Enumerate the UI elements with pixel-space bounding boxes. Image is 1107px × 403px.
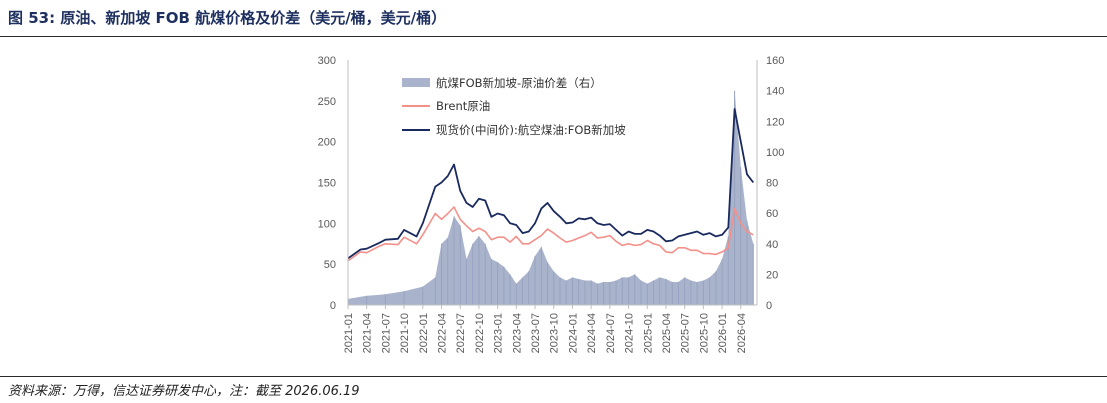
x-tick-label: 2023-01 — [493, 313, 505, 353]
x-tick-label: 2026-04 — [736, 313, 748, 353]
left-tick-label: 150 — [318, 178, 336, 190]
x-tick-label: 2025-01 — [642, 313, 654, 353]
chart: 0 50 100 150 200 250 300 0 20 40 60 80 100 120 140 160 2… — [318, 55, 785, 353]
x-tick-label: 2021-07 — [380, 313, 392, 353]
left-tick-label: 50 — [324, 259, 336, 271]
page-title: 图 53: 原油、新加坡 FOB 航煤价格及价差（美元/桶，美元/桶） — [8, 9, 447, 27]
x-tick-label: 2022-07 — [455, 313, 467, 353]
right-tick-label: 120 — [766, 116, 784, 128]
legend: 航煤FOB新加坡-原油价差（右） Brent原油现货价(中间价):航空煤油:FOB… — [402, 76, 626, 137]
right-tick-label: 40 — [766, 239, 778, 251]
top-divider — [0, 36, 1107, 37]
line-series — [347, 108, 755, 262]
jet-fuel-line — [347, 108, 755, 260]
legend-label: 航煤FOB新加坡-原油价差（右） — [436, 76, 602, 90]
right-tick-label: 0 — [766, 300, 772, 312]
x-tick-label: 2021-01 — [343, 313, 355, 353]
spread-area-series — [347, 90, 754, 305]
x-tick-label: 2022-04 — [437, 313, 449, 353]
bottom-divider — [0, 376, 1107, 377]
x-tick-label: 2025-04 — [661, 313, 673, 353]
x-tick-label: 2024-04 — [586, 313, 598, 353]
x-tick-label: 2025-07 — [680, 313, 692, 353]
legend-swatch-spread — [402, 78, 430, 87]
right-tick-label: 60 — [766, 208, 778, 220]
x-tick-label: 2023-04 — [511, 313, 523, 353]
x-tick-label: 2021-10 — [399, 313, 411, 353]
legend-label: Brent原油 — [436, 99, 490, 113]
legend-label: 现货价(中间价):航空煤油:FOB新加坡 — [436, 123, 626, 137]
spread-area — [348, 90, 754, 305]
brent-line — [347, 206, 754, 262]
left-tick-label: 0 — [330, 300, 336, 312]
x-tick-label: 2022-10 — [474, 313, 486, 353]
left-tick-label: 200 — [318, 137, 336, 149]
right-tick-label: 160 — [766, 55, 784, 67]
x-tick-label: 2021-04 — [362, 313, 374, 353]
right-tick-label: 80 — [766, 178, 778, 190]
axes: 0 50 100 150 200 250 300 0 20 40 60 80 100 120 140 160 2… — [318, 55, 785, 353]
x-tick-label: 2024-01 — [567, 313, 579, 353]
x-tick-label: 2026-01 — [717, 313, 729, 353]
right-tick-label: 100 — [766, 147, 784, 159]
x-tick-label: 2023-07 — [530, 313, 542, 353]
right-tick-label: 140 — [766, 86, 784, 98]
left-tick-label: 100 — [318, 218, 336, 230]
x-tick-label: 2023-10 — [549, 313, 561, 353]
x-tick-label: 2022-01 — [418, 313, 430, 353]
x-tick-label: 2024-10 — [624, 313, 636, 353]
right-tick-label: 20 — [766, 269, 778, 281]
source-note: 资料来源：万得，信达证券研发中心，注：截至 2026.06.19 — [8, 384, 360, 399]
x-tick-label: 2025-10 — [698, 313, 710, 353]
left-tick-label: 300 — [318, 55, 336, 67]
x-tick-label: 2024-07 — [605, 313, 617, 353]
left-tick-label: 250 — [318, 96, 336, 108]
